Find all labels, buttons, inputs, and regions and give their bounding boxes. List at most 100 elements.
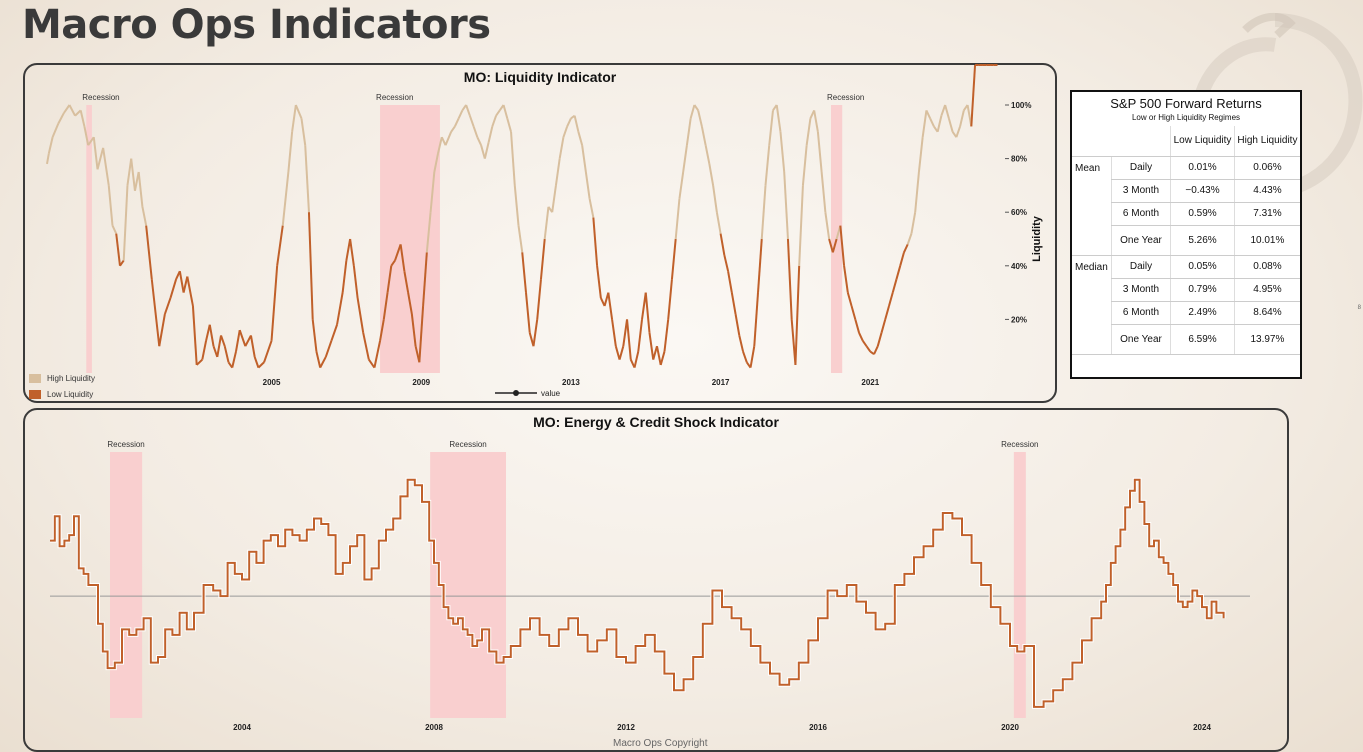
liquidity-segment (457, 109, 464, 119)
x-tick-label: 2016 (809, 723, 827, 732)
shock-line-halo (50, 477, 1226, 709)
liquidity-segment (816, 131, 823, 173)
liquidity-segment (263, 340, 273, 363)
x-tick-label: 2017 (712, 378, 730, 387)
recession-label: Recession (827, 93, 864, 102)
liquidity-segment (444, 131, 453, 146)
liquidity-segment (96, 147, 105, 170)
high-liquidity-cell: 4.43% (1233, 179, 1300, 203)
low-liquidity-cell: 0.59% (1170, 202, 1235, 226)
recession-band (86, 105, 92, 373)
liquidity-segment (330, 324, 338, 342)
liquidity-segment (764, 145, 771, 186)
liquidity-segment (734, 313, 741, 336)
period-cell: One Year (1110, 225, 1171, 256)
liquidity-segment (150, 279, 161, 347)
x-tick-label: 2009 (412, 378, 430, 387)
liquidity-segment (341, 260, 348, 293)
liquidity-segment (205, 324, 211, 342)
liquidity-segment (407, 292, 413, 315)
liquidity-segment (521, 252, 527, 293)
liquidity-segment (704, 145, 711, 165)
liquidity-segment (970, 64, 977, 127)
liquidity-segment (145, 225, 153, 280)
liquidity-segment (846, 292, 853, 307)
liquidity-segment (861, 340, 868, 347)
liquidity-segment (917, 137, 924, 173)
table-row: One Year 5.26% 10.01% (1072, 225, 1300, 256)
liquidity-segment (682, 145, 688, 173)
liquidity-segment (178, 270, 185, 293)
high-liquidity-cell: 10.01% (1233, 225, 1300, 256)
liquidity-segment (700, 126, 707, 146)
low-liquidity-cell: 2.49% (1170, 301, 1235, 325)
liquidity-segment (596, 265, 602, 299)
liquidity-segment (253, 356, 260, 368)
liquidity-segment (300, 118, 307, 146)
liquidity-segment (618, 345, 625, 360)
liquidity-segment (573, 115, 580, 133)
liquidity-segment (513, 185, 520, 226)
period-cell: Daily (1110, 255, 1171, 279)
period-cell: 3 Month (1110, 278, 1171, 302)
liquidity-segment (429, 171, 436, 213)
table-row: 3 Month 0.79% 4.95% (1072, 278, 1300, 302)
liquidity-segment (111, 225, 118, 235)
recession-band (380, 105, 440, 373)
liquidity-segment (670, 238, 677, 280)
liquidity-segment (270, 265, 279, 341)
table-row: 6 Month 0.59% 7.31% (1072, 202, 1300, 226)
liquidity-segment (244, 335, 252, 347)
liquidity-segment (712, 185, 718, 213)
value-legend-marker (513, 390, 519, 396)
liquidity-segment (929, 117, 935, 127)
y-tick-label: 40% (1011, 262, 1027, 271)
high-liquidity-cell: 7.31% (1233, 202, 1300, 226)
liquidity-segment (220, 335, 226, 347)
liquidity-segment (768, 110, 774, 146)
liquidity-segment (249, 335, 256, 358)
liquidity-segment (356, 297, 365, 333)
legend-high-label: High Liquidity (47, 373, 96, 383)
liquidity-segment (468, 115, 475, 127)
liquidity-segment (137, 171, 144, 207)
liquidity-segment (352, 265, 359, 299)
liquidity-segment (506, 118, 512, 133)
recession-band (110, 452, 143, 718)
table-row: One Year 6.59% 13.97% (1072, 324, 1300, 355)
liquidity-segment (895, 265, 902, 280)
liquidity-segment (349, 238, 355, 266)
y-axis-label: Liquidity (1031, 215, 1043, 262)
liquidity-segment (476, 136, 483, 146)
recession-label: Recession (82, 93, 119, 102)
liquidity-segment (87, 136, 95, 146)
liquidity-segment (715, 212, 722, 234)
liquidity-segment (440, 136, 447, 146)
liquidity-segment (644, 292, 651, 333)
liquidity-segment (566, 117, 572, 127)
liquidity-segment (238, 329, 247, 347)
liquidity-segment (592, 217, 599, 266)
period-cell: Daily (1110, 156, 1171, 180)
page-title: Macro Ops Indicators (22, 2, 491, 48)
low-liquidity-cell: −0.43% (1170, 179, 1235, 203)
liquidity-segment (655, 346, 662, 366)
liquidity-segment (884, 305, 890, 320)
liquidity-segment (674, 198, 681, 240)
liquidity-segment (693, 104, 699, 111)
liquidity-segment (562, 126, 569, 138)
slide-number: 8 (1357, 305, 1361, 311)
liquidity-segment (403, 270, 410, 293)
liquidity-segment (738, 335, 745, 352)
liquidity-segment (311, 319, 318, 352)
liquidity-segment (813, 110, 819, 132)
liquidity-segment (483, 142, 490, 159)
liquidity-segment (79, 110, 86, 127)
liquidity-segment (83, 126, 90, 146)
liquidity-segment (685, 118, 692, 146)
liquidity-segment (801, 145, 808, 186)
liquidity-chart-title: MO: Liquidity Indicator (463, 69, 617, 85)
liquidity-segment (201, 340, 208, 360)
liquidity-segment (315, 351, 322, 368)
liquidity-segment (294, 104, 303, 119)
